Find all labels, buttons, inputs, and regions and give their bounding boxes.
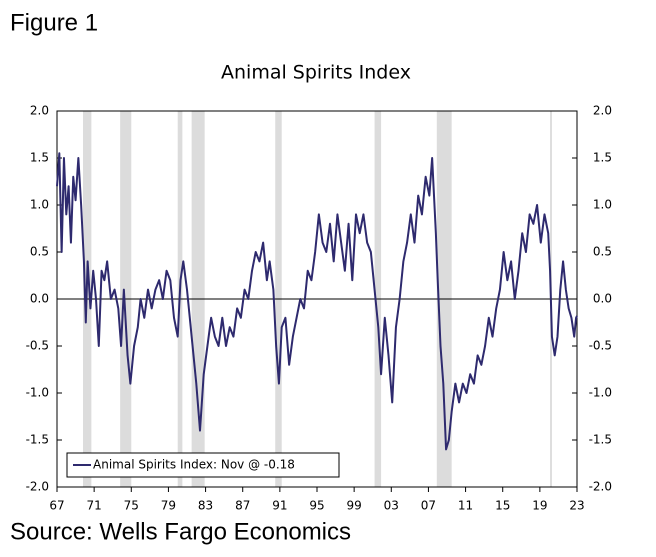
- source-note: Source: Wells Fargo Economics: [10, 518, 351, 545]
- y-tick-label: 1.5: [30, 151, 49, 165]
- y-tick-label: 2.0: [30, 104, 49, 118]
- x-tick-label: 03: [384, 499, 399, 513]
- x-tick-label: 83: [198, 499, 213, 513]
- chart-title: Animal Spirits Index: [221, 62, 411, 84]
- x-tick-label: 19: [532, 499, 547, 513]
- y-tick-label: -1.0: [26, 386, 49, 400]
- x-tick-label: 11: [458, 499, 473, 513]
- x-tick-label: 99: [347, 499, 362, 513]
- x-tick-label: 07: [421, 499, 436, 513]
- y-tick-label: -2.0: [26, 480, 49, 494]
- y-tick-label: -1.5: [26, 433, 49, 447]
- y2-tick-label: 0.0: [593, 292, 612, 306]
- y-tick-label: -0.5: [26, 339, 49, 353]
- y2-tick-label: -2.0: [589, 480, 612, 494]
- x-tick-label: 15: [495, 499, 510, 513]
- y2-tick-label: -1.5: [589, 433, 612, 447]
- x-tick-label: 71: [87, 499, 102, 513]
- legend-box: [66, 452, 340, 478]
- figure-label: Figure 1: [10, 9, 98, 36]
- y-tick-label: 1.0: [30, 198, 49, 212]
- legend-label: Animal Spirits Index: Nov @ -0.18: [93, 458, 295, 472]
- y2-tick-label: 0.5: [593, 245, 612, 259]
- x-tick-label: 79: [161, 499, 176, 513]
- series-line: [56, 152, 578, 451]
- y2-tick-label: 1.5: [593, 151, 612, 165]
- x-tick-label: 91: [272, 499, 287, 513]
- y-tick-label: 0.0: [30, 292, 49, 306]
- y2-tick-label: -1.0: [589, 386, 612, 400]
- x-tick-label: 67: [49, 499, 64, 513]
- y2-tick-label: 2.0: [593, 104, 612, 118]
- y2-tick-label: -0.5: [589, 339, 612, 353]
- x-tick-label: 87: [235, 499, 250, 513]
- x-tick-label: 23: [569, 499, 584, 513]
- x-tick-label: 95: [309, 499, 324, 513]
- x-tick-label: 75: [124, 499, 139, 513]
- y-tick-label: 0.5: [30, 245, 49, 259]
- y2-tick-label: 1.0: [593, 198, 612, 212]
